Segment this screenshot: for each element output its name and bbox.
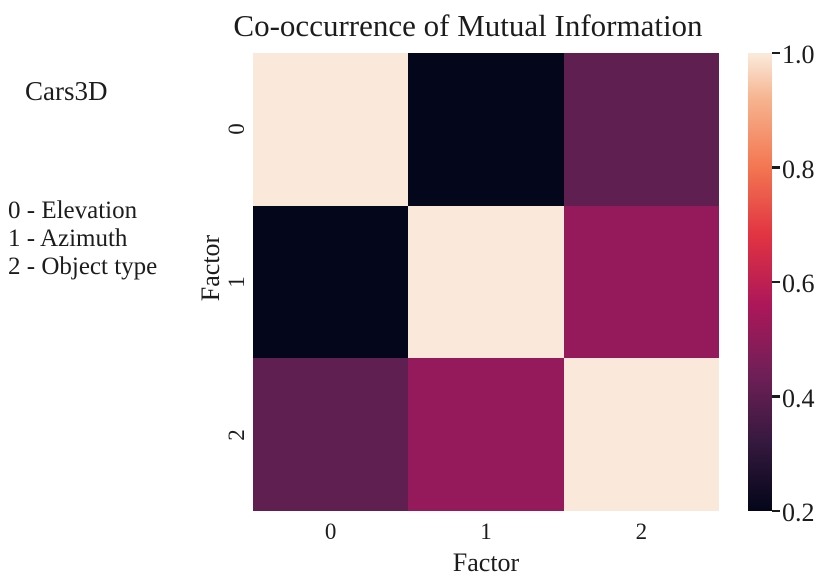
heatmap-cell-0-0 — [253, 53, 409, 206]
colorbar-tick-mark-0.6 — [772, 280, 780, 284]
heatmap-cell-0-2 — [563, 53, 719, 206]
heatmap-cell-0-1 — [408, 53, 564, 206]
colorbar-tick-mark-0.8 — [772, 166, 780, 169]
x-tick-label-1: 1 — [480, 519, 492, 544]
x-tick-label-0: 0 — [324, 519, 337, 544]
colorbar-tick-label-0.6: 0.6 — [782, 269, 815, 298]
heatmap-grid — [253, 53, 719, 511]
heatmap-cell-1-2 — [563, 205, 719, 359]
y-tick-label-2: 2 — [224, 428, 249, 441]
factor-legend: 0 - Elevation 1 - Azimuth 2 - Object typ… — [8, 197, 157, 281]
y-axis-label: Factor — [196, 234, 225, 302]
colorbar-tick-label-0.4: 0.4 — [782, 383, 815, 413]
x-tick-label-2: 2 — [635, 519, 648, 544]
heatmap-cell-2-2 — [563, 358, 719, 511]
factor-legend-item-1: 1 - Azimuth — [8, 225, 128, 252]
y-tick-label-1: 1 — [224, 276, 249, 288]
x-axis-label: Factor — [452, 548, 520, 577]
colorbar-tick-label-0.2: 0.2 — [782, 498, 815, 527]
factor-legend-item-2: 2 - Object type — [8, 253, 158, 280]
colorbar-tick-label-0.8: 0.8 — [782, 154, 815, 184]
colorbar-tick-mark-1.0 — [772, 51, 780, 55]
heatmap-cell-1-1 — [408, 205, 564, 359]
colorbar-tick-label-1.0: 1.0 — [782, 40, 815, 69]
colorbar-tick-mark-0.2 — [772, 509, 780, 513]
dataset-label: Cars3D — [25, 76, 108, 106]
factor-legend-item-0: 0 - Elevation — [8, 197, 138, 224]
heatmap-cell-2-0 — [253, 358, 409, 511]
heatmap-cell-2-1 — [408, 358, 564, 511]
colorbar-tick-mark-0.4 — [772, 395, 780, 398]
colorbar — [748, 53, 772, 511]
y-tick-label-0: 0 — [224, 123, 249, 136]
heatmap-cell-1-0 — [253, 205, 409, 359]
chart-title: Co-occurrence of Mutual Information — [233, 8, 703, 43]
